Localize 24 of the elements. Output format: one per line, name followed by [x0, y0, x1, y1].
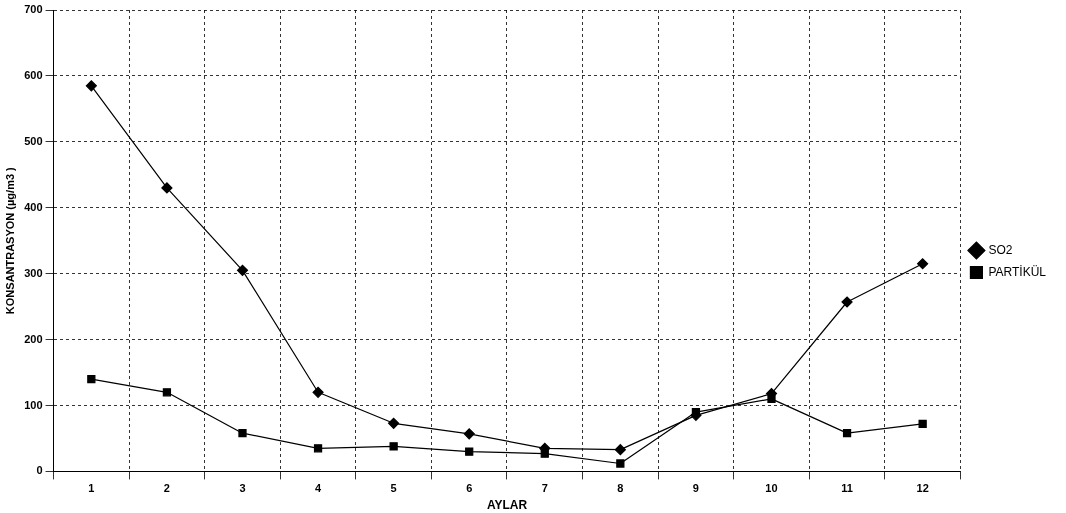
x-tick-label: 6: [466, 482, 473, 495]
x-tick-label: 11: [841, 482, 853, 495]
y-tick-label: 0: [36, 464, 43, 477]
x-tick-label: 3: [239, 482, 246, 495]
y-axis-title: KONSANTRASYON (µg/m3 ): [3, 166, 16, 315]
y-tick-label: 300: [24, 266, 43, 279]
x-tick-label: 9: [692, 482, 699, 495]
y-tick-label: 400: [24, 200, 43, 213]
y-tick-label: 700: [24, 3, 43, 16]
x-tick-label: 1: [88, 482, 95, 495]
y-tick-label: 500: [24, 134, 43, 147]
x-tick-label: 4: [315, 482, 322, 495]
legend-label: SO2: [988, 242, 1013, 257]
x-tick-label: 8: [617, 482, 624, 495]
x-tick-label: 12: [916, 482, 929, 495]
x-tick-label: 2: [163, 482, 170, 495]
y-tick-label: 200: [24, 332, 43, 345]
y-tick-label: 600: [24, 68, 43, 81]
x-axis-title: AYLAR: [486, 498, 528, 513]
y-tick-label: 100: [24, 398, 43, 411]
x-tick-label: 7: [541, 482, 548, 495]
x-tick-label: 10: [765, 482, 778, 495]
x-tick-label: 5: [390, 482, 397, 495]
legend-label: PARTİKÜL: [988, 264, 1047, 279]
